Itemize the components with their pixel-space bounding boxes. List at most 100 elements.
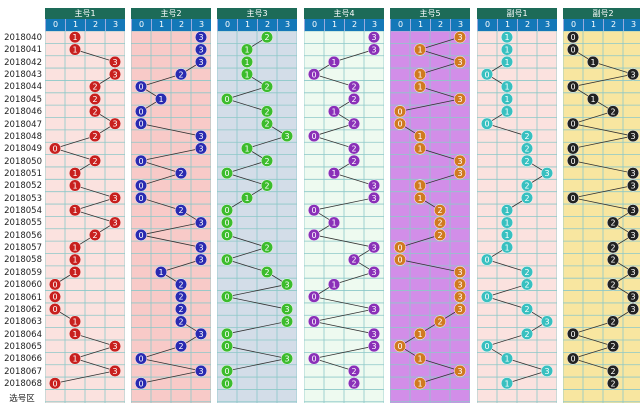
svg-text:1: 1 — [72, 330, 77, 339]
svg-text:2: 2 — [92, 157, 97, 166]
ball: 2 — [260, 105, 274, 118]
svg-text:2: 2 — [264, 83, 269, 92]
svg-text:2: 2 — [351, 367, 356, 376]
svg-text:3: 3 — [112, 342, 117, 351]
svg-text:3: 3 — [371, 243, 376, 252]
svg-text:0: 0 — [138, 107, 143, 116]
ball: 3 — [453, 31, 467, 44]
svg-text:1: 1 — [417, 182, 422, 191]
svg-text:2: 2 — [92, 95, 97, 104]
svg-text:1: 1 — [504, 206, 509, 215]
svg-text:0: 0 — [224, 169, 229, 178]
svg-text:2: 2 — [351, 144, 356, 153]
svg-text:1: 1 — [504, 231, 509, 240]
svg-text:0: 0 — [224, 219, 229, 228]
ball: 0 — [393, 340, 407, 353]
column-header: 1 — [410, 19, 430, 31]
ball: 1 — [68, 179, 82, 192]
issue-label: 2018058 — [4, 255, 42, 266]
svg-text:2: 2 — [178, 305, 183, 314]
ball: 0 — [220, 253, 234, 266]
trend-grid: 3 1 3 1 1 3 0 0 1 1 3 3 1 1 2 2 2 0 0 3 3 3 3 2 1 0 1 3 1 — [390, 31, 470, 403]
svg-text:2: 2 — [264, 268, 269, 277]
trend-grid: 1 1 3 3 2 2 2 3 2 0 2 1 1 3 1 3 2 1 1 1 0 0 0 1 1 3 1 3 0 — [45, 31, 125, 403]
issue-label: 2018053 — [4, 193, 42, 204]
svg-text:3: 3 — [198, 219, 203, 228]
svg-text:0: 0 — [570, 194, 575, 203]
trend-grid: 1 1 1 0 1 1 1 0 2 2 2 3 2 2 1 1 1 1 0 2 2 0 2 3 2 0 1 3 1 — [477, 31, 557, 403]
ball: 3 — [367, 31, 381, 44]
svg-text:2: 2 — [351, 120, 356, 129]
svg-text:3: 3 — [630, 70, 635, 79]
ball: 0 — [566, 191, 580, 204]
svg-text:2: 2 — [178, 317, 183, 326]
ball: 3 — [453, 167, 467, 180]
ball: 0 — [566, 142, 580, 155]
svg-text:0: 0 — [397, 107, 402, 116]
svg-text:0: 0 — [311, 355, 316, 364]
svg-text:1: 1 — [331, 280, 336, 289]
svg-text:0: 0 — [138, 182, 143, 191]
issue-label: 2018050 — [4, 156, 42, 167]
ball: 0 — [220, 167, 234, 180]
svg-text:3: 3 — [457, 58, 462, 67]
panel-title: 主号2 — [131, 8, 211, 19]
column-header: 1 — [497, 19, 517, 31]
ball: 2 — [260, 117, 274, 130]
column-header: 3 — [450, 19, 470, 31]
ball: 1 — [500, 241, 514, 254]
svg-text:0: 0 — [397, 243, 402, 252]
svg-text:2: 2 — [437, 206, 442, 215]
svg-text:2: 2 — [524, 144, 529, 153]
issue-label: 2018062 — [4, 304, 42, 315]
svg-text:2: 2 — [264, 107, 269, 116]
issue-label: 2018051 — [4, 168, 42, 179]
issue-label: 2018068 — [4, 379, 42, 390]
ball: 3 — [453, 92, 467, 106]
svg-text:3: 3 — [112, 120, 117, 129]
svg-text:2: 2 — [92, 107, 97, 116]
svg-text:1: 1 — [504, 219, 509, 228]
svg-text:3: 3 — [198, 58, 203, 67]
svg-text:1: 1 — [72, 355, 77, 364]
ball: 2 — [174, 68, 188, 81]
ball: 0 — [134, 191, 148, 204]
ball: 3 — [280, 303, 294, 316]
ball: 3 — [194, 31, 208, 44]
ball: 3 — [453, 278, 467, 291]
svg-text:3: 3 — [112, 219, 117, 228]
ball: 1 — [500, 377, 514, 390]
svg-text:2: 2 — [524, 182, 529, 191]
ball: 0 — [307, 352, 321, 365]
ball: 3 — [626, 290, 640, 303]
ball: 2 — [433, 204, 447, 217]
ball: 3 — [194, 142, 208, 155]
ball: 3 — [108, 340, 122, 353]
column-header: 2 — [257, 19, 277, 31]
ball: 2 — [88, 80, 102, 93]
ball: 0 — [48, 303, 62, 316]
ball: 0 — [393, 253, 407, 266]
ball: 3 — [280, 352, 294, 365]
svg-text:2: 2 — [610, 280, 615, 289]
ball: 1 — [586, 92, 600, 106]
svg-text:1: 1 — [417, 194, 422, 203]
trend-grid: 0 0 1 3 0 1 2 0 3 0 0 3 3 0 3 2 3 2 2 3 2 3 3 2 0 2 0 2 2 — [563, 31, 640, 403]
svg-text:2: 2 — [351, 95, 356, 104]
ball: 1 — [68, 265, 82, 279]
ball: 0 — [566, 80, 580, 93]
svg-text:2: 2 — [610, 219, 615, 228]
issue-label: 2018045 — [4, 94, 42, 105]
ball: 2 — [260, 265, 274, 279]
svg-text:1: 1 — [504, 379, 509, 388]
column-header: 3 — [364, 19, 384, 31]
column-header: 3 — [277, 19, 297, 31]
ball: 0 — [480, 340, 494, 353]
ball: 2 — [520, 154, 534, 167]
ball: 2 — [606, 377, 620, 390]
svg-text:3: 3 — [457, 268, 462, 277]
ball: 3 — [367, 303, 381, 316]
panel-title: 主号4 — [304, 8, 384, 19]
ball: 2 — [520, 265, 534, 279]
panel-4: 主号4 0 1 2 3 3 3 1 0 2 2 1 2 0 2 2 1 3 3 0 1 0 3 2 3 1 0 3 0 3 3 0 2 2 — [304, 8, 384, 404]
